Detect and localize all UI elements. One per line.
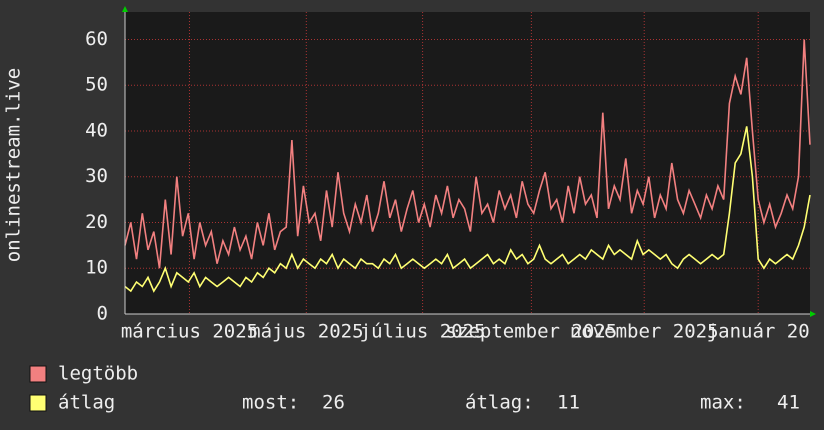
stat-label: átlag:: [465, 392, 534, 414]
x-tick-label: május 2025: [249, 321, 363, 343]
x-tick-label: szeptember 2025: [446, 321, 618, 343]
x-tick-label: március 2025: [121, 321, 258, 343]
y-tick-label: 30: [85, 165, 108, 187]
y-tick-label: 0: [97, 303, 108, 325]
x-tick-label: július 2025: [360, 321, 486, 343]
series-line: [124, 39, 811, 269]
legend-label: átlag: [58, 392, 115, 414]
axis-arrow: [810, 311, 816, 317]
legend-swatch: [29, 365, 47, 383]
legend-swatch: [29, 394, 47, 412]
axis-arrow: [122, 6, 128, 12]
stat-value: 11: [557, 392, 580, 414]
y-tick-label: 40: [85, 119, 108, 141]
stat-label: max:: [700, 392, 746, 414]
y-tick-label: 60: [85, 28, 108, 50]
stat-value: 26: [322, 392, 345, 414]
y-tick-label: 20: [85, 211, 108, 233]
series-line: [124, 126, 811, 293]
y-tick-label: 50: [85, 74, 108, 96]
y-axis-label: onlinestream.live: [3, 68, 25, 262]
stat-value: 41: [777, 392, 800, 414]
x-tick-label: január 20: [707, 321, 810, 343]
legend-label: legtöbb: [58, 363, 138, 385]
stat-label: most:: [242, 392, 299, 414]
y-tick-label: 10: [85, 257, 108, 279]
x-tick-label: november 2025: [570, 321, 719, 343]
